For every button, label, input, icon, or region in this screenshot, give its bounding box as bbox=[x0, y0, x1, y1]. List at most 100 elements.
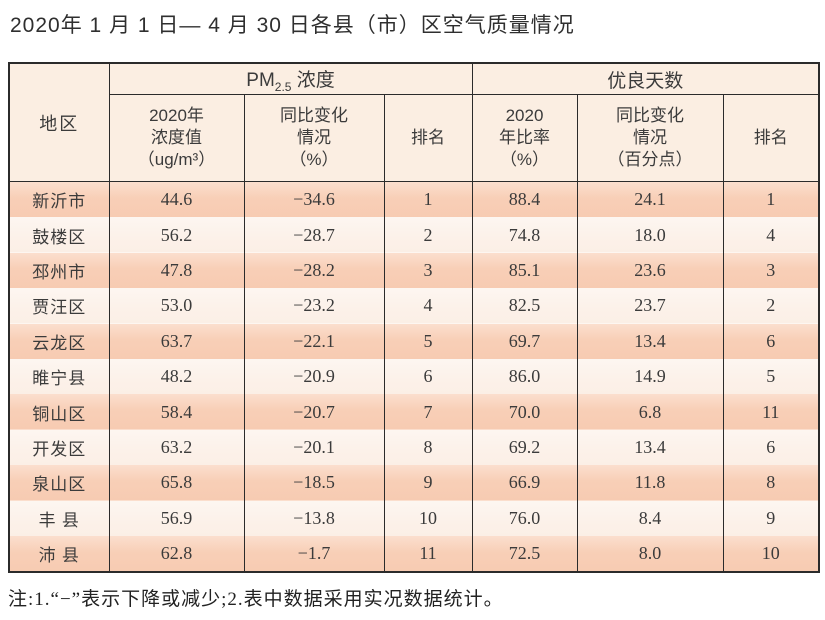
pm25-value-cell: 63.7 bbox=[108, 323, 245, 359]
good-rank-cell: 6 bbox=[722, 429, 820, 466]
good-rate-cell: 74.8 bbox=[471, 217, 578, 253]
good-rate-cell: 82.5 bbox=[471, 288, 578, 324]
pm25-change-cell: −1.7 bbox=[243, 535, 385, 573]
pm25-rank-cell: 9 bbox=[383, 465, 473, 501]
pm25-change-cell: −28.7 bbox=[243, 217, 385, 253]
good-rate-cell: 88.4 bbox=[471, 181, 578, 218]
pm25-change-cell: −28.2 bbox=[243, 252, 385, 289]
good-rank-cell: 10 bbox=[722, 535, 820, 573]
good-change-cell: 11.8 bbox=[576, 465, 724, 501]
region-cell: 贾汪区 bbox=[8, 288, 110, 324]
table-body: 新沂市 44.6 −34.6 1 88.4 24.1 1 鼓楼区 56.2 −28.7 2 74.8 1… bbox=[8, 181, 820, 573]
header-group-good-days: 优良天数 bbox=[471, 63, 820, 95]
pm25-label-subscript: 2.5 bbox=[274, 79, 292, 94]
footnote: 注:1.“−”表示下降或减少;2.表中数据采用实况数据统计。 bbox=[8, 589, 504, 610]
header-pm25-value: 2020年 浓度值 （ug/m³） bbox=[108, 94, 245, 182]
pm25-change-cell: −23.2 bbox=[243, 288, 385, 324]
region-cell: 云龙区 bbox=[8, 323, 110, 359]
good-change-cell: 23.6 bbox=[576, 252, 724, 289]
table-row: 新沂市 44.6 −34.6 1 88.4 24.1 1 bbox=[8, 181, 820, 218]
pm25-label-prefix: PM bbox=[246, 69, 275, 91]
good-rate-cell: 70.0 bbox=[471, 394, 578, 430]
region-cell: 泉山区 bbox=[8, 465, 110, 501]
region-cell: 邳州市 bbox=[8, 252, 110, 289]
air-quality-table: 地区 PM2.5 浓度 优良天数 2020年 浓度值 （ug/m³） 同比变化 … bbox=[8, 62, 820, 574]
pm25-value-cell: 65.8 bbox=[108, 465, 245, 501]
good-change-cell: 14.9 bbox=[576, 358, 724, 395]
pm25-value-cell: 58.4 bbox=[108, 394, 245, 430]
table-row: 丰 县 56.9 −13.8 10 76.0 8.4 9 bbox=[8, 500, 820, 536]
good-change-cell: 13.4 bbox=[576, 429, 724, 466]
page-title: 2020年 1 月 1 日— 4 月 30 日各县（市）区空气质量情况 bbox=[10, 14, 575, 37]
header-group-pm25: PM2.5 浓度 bbox=[108, 63, 473, 95]
good-change-cell: 6.8 bbox=[576, 394, 724, 430]
table-row: 泉山区 65.8 −18.5 9 66.9 11.8 8 bbox=[8, 465, 820, 501]
pm25-rank-cell: 2 bbox=[383, 217, 473, 253]
pm25-rank-cell: 8 bbox=[383, 429, 473, 466]
table-row: 铜山区 58.4 −20.7 7 70.0 6.8 11 bbox=[8, 394, 820, 430]
pm25-rank-cell: 3 bbox=[383, 252, 473, 289]
table-row: 睢宁县 48.2 −20.9 6 86.0 14.9 5 bbox=[8, 358, 820, 395]
pm25-value-cell: 47.8 bbox=[108, 252, 245, 289]
good-rate-cell: 72.5 bbox=[471, 535, 578, 573]
good-rate-cell: 76.0 bbox=[471, 500, 578, 536]
good-change-cell: 13.4 bbox=[576, 323, 724, 359]
pm25-rank-cell: 11 bbox=[383, 535, 473, 573]
region-cell: 丰 县 bbox=[8, 500, 110, 536]
header-good-rank: 排名 bbox=[722, 94, 820, 182]
good-rank-cell: 4 bbox=[722, 217, 820, 253]
header-pm25-rank: 排名 bbox=[383, 94, 473, 182]
table-row: 邳州市 47.8 −28.2 3 85.1 23.6 3 bbox=[8, 252, 820, 289]
good-change-cell: 18.0 bbox=[576, 217, 724, 253]
pm25-value-cell: 56.9 bbox=[108, 500, 245, 536]
pm25-label-suffix: 浓度 bbox=[291, 69, 335, 91]
good-rate-cell: 69.2 bbox=[471, 429, 578, 466]
good-rank-cell: 2 bbox=[722, 288, 820, 324]
table-row: 贾汪区 53.0 −23.2 4 82.5 23.7 2 bbox=[8, 288, 820, 324]
header-good-rate: 2020 年比率 （%） bbox=[471, 94, 578, 182]
region-cell: 新沂市 bbox=[8, 181, 110, 218]
header-region: 地区 bbox=[8, 63, 110, 182]
pm25-change-cell: −20.7 bbox=[243, 394, 385, 430]
pm25-value-cell: 56.2 bbox=[108, 217, 245, 253]
pm25-change-cell: −20.1 bbox=[243, 429, 385, 466]
table-row: 鼓楼区 56.2 −28.7 2 74.8 18.0 4 bbox=[8, 217, 820, 253]
good-rate-cell: 85.1 bbox=[471, 252, 578, 289]
region-cell: 铜山区 bbox=[8, 394, 110, 430]
pm25-change-cell: −18.5 bbox=[243, 465, 385, 501]
table-row: 云龙区 63.7 −22.1 5 69.7 13.4 6 bbox=[8, 323, 820, 359]
good-rate-cell: 69.7 bbox=[471, 323, 578, 359]
good-rank-cell: 11 bbox=[722, 394, 820, 430]
pm25-rank-cell: 5 bbox=[383, 323, 473, 359]
region-cell: 鼓楼区 bbox=[8, 217, 110, 253]
good-rate-cell: 86.0 bbox=[471, 358, 578, 395]
good-rank-cell: 3 bbox=[722, 252, 820, 289]
header-good-change: 同比变化 情况 （百分点） bbox=[576, 94, 724, 182]
table-row: 沛 县 62.8 −1.7 11 72.5 8.0 10 bbox=[8, 535, 820, 573]
good-rank-cell: 8 bbox=[722, 465, 820, 501]
pm25-value-cell: 44.6 bbox=[108, 181, 245, 218]
pm25-value-cell: 53.0 bbox=[108, 288, 245, 324]
region-cell: 沛 县 bbox=[8, 535, 110, 573]
pm25-change-cell: −13.8 bbox=[243, 500, 385, 536]
pm25-value-cell: 63.2 bbox=[108, 429, 245, 466]
pm25-value-cell: 62.8 bbox=[108, 535, 245, 573]
good-rank-cell: 1 bbox=[722, 181, 820, 218]
region-cell: 开发区 bbox=[8, 429, 110, 466]
table-row: 开发区 63.2 −20.1 8 69.2 13.4 6 bbox=[8, 429, 820, 466]
pm25-value-cell: 48.2 bbox=[108, 358, 245, 395]
pm25-change-cell: −34.6 bbox=[243, 181, 385, 218]
good-rank-cell: 9 bbox=[722, 500, 820, 536]
good-change-cell: 8.0 bbox=[576, 535, 724, 573]
pm25-rank-cell: 4 bbox=[383, 288, 473, 324]
table-header: 地区 PM2.5 浓度 优良天数 2020年 浓度值 （ug/m³） 同比变化 … bbox=[8, 63, 820, 182]
good-change-cell: 23.7 bbox=[576, 288, 724, 324]
pm25-rank-cell: 6 bbox=[383, 358, 473, 395]
pm25-rank-cell: 7 bbox=[383, 394, 473, 430]
pm25-change-cell: −20.9 bbox=[243, 358, 385, 395]
pm25-rank-cell: 1 bbox=[383, 181, 473, 218]
good-rate-cell: 66.9 bbox=[471, 465, 578, 501]
good-change-cell: 8.4 bbox=[576, 500, 724, 536]
good-rank-cell: 6 bbox=[722, 323, 820, 359]
